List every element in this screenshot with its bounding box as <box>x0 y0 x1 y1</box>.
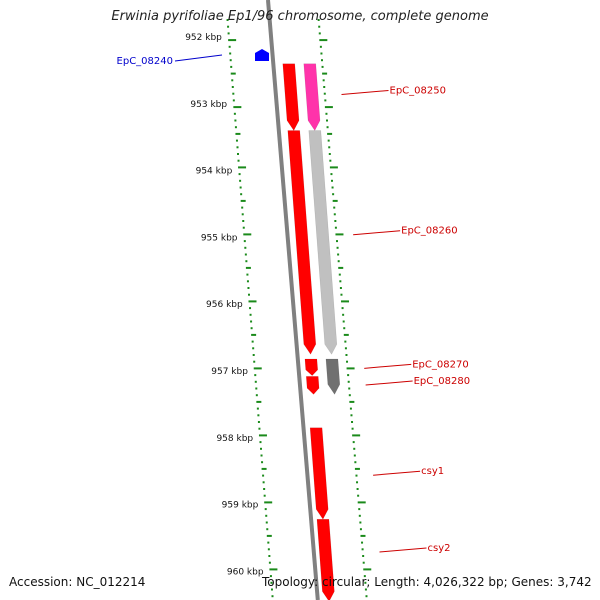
gene-csy1 <box>309 427 329 520</box>
leader-line <box>365 380 413 386</box>
scale-labels: 952 kbp 953 kbp 954 kbp 955 kbp 956 kbp 957 k… <box>185 33 264 577</box>
gene-EpC_08260 <box>308 130 338 355</box>
gene-label-EpC_08280[interactable]: EpC_08280 <box>414 376 470 387</box>
backbone-line <box>266 0 320 600</box>
gene-labels: EpC_08240 EpC_08250 EpC_08260 EpC_08270 EpC_… <box>117 54 470 554</box>
leader-line <box>364 363 412 369</box>
gene-label-EpC_08250[interactable]: EpC_08250 <box>390 85 446 96</box>
gene-gene_c <box>304 358 318 377</box>
scale-label: 958 kbp <box>216 434 253 444</box>
leader-line <box>373 470 421 476</box>
leader-line <box>174 54 223 62</box>
gene-label-csy2[interactable]: csy2 <box>427 543 450 554</box>
scale-label: 956 kbp <box>206 300 243 310</box>
scale-label: 953 kbp <box>190 100 227 110</box>
gene-gene_a <box>282 63 300 132</box>
gene-csy2 <box>316 519 335 600</box>
gene-label-EpC_08240[interactable]: EpC_08240 <box>117 56 173 67</box>
leader-line <box>379 547 427 553</box>
scale-label: 959 kbp <box>222 501 259 511</box>
tick-marks <box>226 19 372 598</box>
gene-label-csy1[interactable]: csy1 <box>421 466 444 477</box>
accession-text: Accession: NC_012214 <box>9 575 146 589</box>
gene-label-EpC_08270[interactable]: EpC_08270 <box>412 359 468 370</box>
gene-gene_b <box>287 130 317 355</box>
leader-line <box>341 89 389 95</box>
scale-label: 954 kbp <box>196 167 233 177</box>
gene-EpC_08250 <box>303 63 321 132</box>
map-title: Erwinia pyrifoliae Ep1/96 chromosome, co… <box>111 9 489 24</box>
scale-label: 952 kbp <box>185 33 222 43</box>
scale-label: 960 kbp <box>227 567 264 577</box>
scale-label: 957 kbp <box>211 367 248 377</box>
gene-EpC_08240 <box>255 49 269 62</box>
leader-line <box>353 230 401 236</box>
gene-features <box>255 49 341 600</box>
gene-EpC_08270 <box>325 358 341 395</box>
scale-label: 955 kbp <box>201 233 238 243</box>
backbone <box>266 0 320 600</box>
gene-EpC_08280 <box>305 376 320 395</box>
gene-label-EpC_08260[interactable]: EpC_08260 <box>401 226 457 237</box>
summary-text: Topology: circular; Length: 4,026,322 bp… <box>262 575 592 589</box>
